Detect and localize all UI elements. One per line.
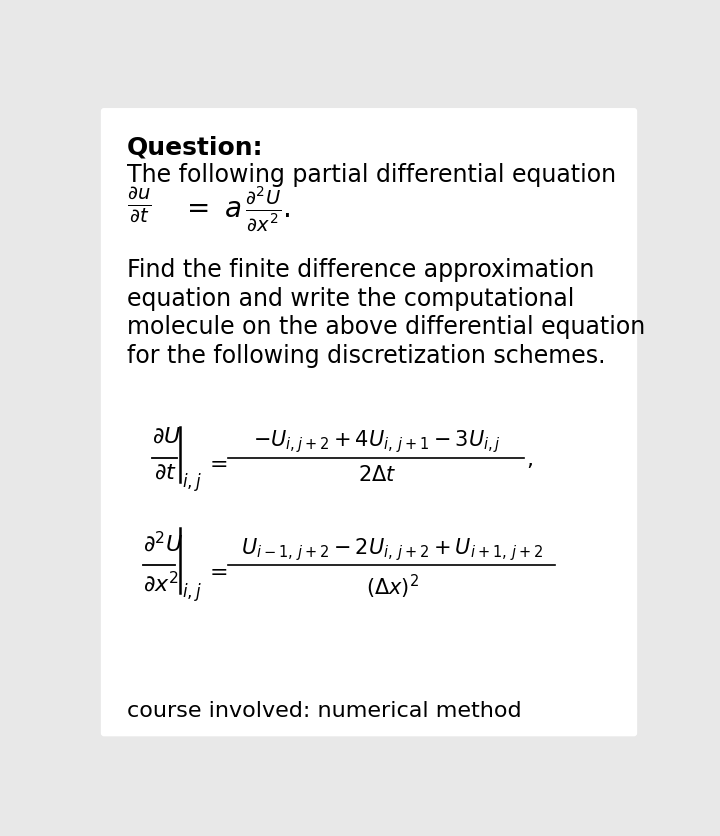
FancyBboxPatch shape: [101, 108, 637, 737]
Text: equation and write the computational: equation and write the computational: [127, 287, 575, 311]
Text: The following partial differential equation: The following partial differential equat…: [127, 164, 616, 187]
Text: $i,j$: $i,j$: [182, 472, 202, 493]
Text: $\partial x^2$: $\partial x^2$: [143, 570, 179, 595]
Text: course involved: numerical method: course involved: numerical method: [127, 701, 522, 721]
Text: $=$: $=$: [204, 561, 228, 581]
Text: Question:: Question:: [127, 135, 264, 160]
Text: $i,j$: $i,j$: [182, 581, 202, 603]
Text: $(\Delta x)^2$: $(\Delta x)^2$: [366, 573, 419, 601]
Text: Find the finite difference approximation: Find the finite difference approximation: [127, 258, 595, 283]
Text: $\partial U$: $\partial U$: [152, 427, 181, 446]
Text: $,$: $,$: [526, 450, 534, 470]
Text: molecule on the above differential equation: molecule on the above differential equat…: [127, 315, 645, 339]
Text: $\frac{\partial u}{\partial t}$: $\frac{\partial u}{\partial t}$: [127, 185, 151, 226]
Text: $\partial t$: $\partial t$: [153, 462, 176, 482]
Text: for the following discretization schemes.: for the following discretization schemes…: [127, 344, 606, 368]
Text: $-U_{i,j+2}+4U_{i,\,j+1}-3U_{i,j}$: $-U_{i,j+2}+4U_{i,\,j+1}-3U_{i,j}$: [253, 428, 500, 455]
Text: $U_{i-1,\,j+2}-2U_{i,\,j+2}+U_{i+1,\,j+2}$: $U_{i-1,\,j+2}-2U_{i,\,j+2}+U_{i+1,\,j+2…: [241, 536, 544, 563]
Text: $=$: $=$: [204, 453, 228, 473]
Text: $2\Delta t$: $2\Delta t$: [358, 466, 396, 486]
Text: $\partial^2 U$: $\partial^2 U$: [143, 530, 183, 555]
Text: $= \ a \, \frac{\partial^2 U}{\partial x^2}.$: $= \ a \, \frac{\partial^2 U}{\partial x…: [181, 185, 291, 234]
